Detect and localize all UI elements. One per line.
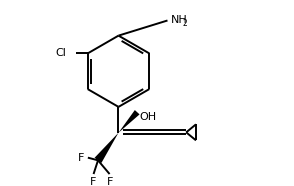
Text: F: F xyxy=(106,177,113,186)
Text: OH: OH xyxy=(139,112,156,122)
Text: F: F xyxy=(78,153,84,163)
Polygon shape xyxy=(118,110,140,133)
Text: F: F xyxy=(90,177,97,186)
Text: 2: 2 xyxy=(183,19,187,28)
Text: NH: NH xyxy=(171,15,188,25)
Text: Cl: Cl xyxy=(56,48,66,58)
Polygon shape xyxy=(95,133,118,163)
